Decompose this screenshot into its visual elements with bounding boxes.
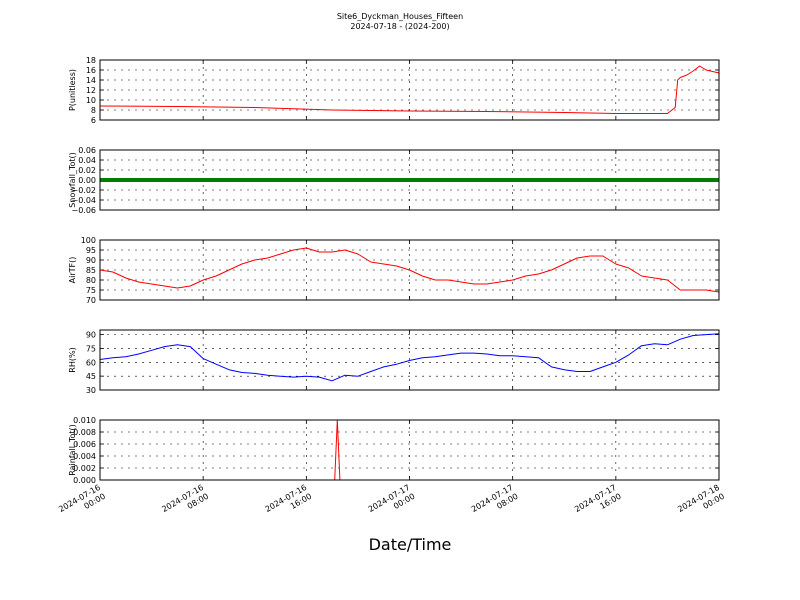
y-tick-label: −0.06 [71,206,96,215]
y-tick-label: 6 [91,116,96,125]
y-tick-label: 70 [86,296,96,305]
y-tick-label: 90 [86,331,96,340]
chart-title: Site6_Dyckman_Houses_Fifteen [337,12,463,21]
y-axis-label: AirTF() [68,257,77,284]
y-tick-label: 8 [91,106,96,115]
y-tick-label: 10 [86,96,96,105]
y-tick-label: 0.02 [78,166,96,175]
x-axis-label: Date/Time [369,535,452,554]
y-tick-label: −0.04 [71,196,96,205]
panel-frame [99,149,720,211]
x-tick-label: 2024-07-1700:00 [367,483,417,523]
y-tick-label: 18 [86,56,96,65]
y-tick-label: 0.04 [78,156,96,165]
y-tick-label: 0.06 [78,146,96,155]
y-tick-label: 0.004 [73,452,96,461]
panel-4: 30 45 60 75 90 RH(%) [68,329,720,395]
y-tick-label: 30 [86,386,96,395]
panels-group: 681012141618P(unitless)−0.06−0.04−0.020.… [68,56,720,485]
panel-frame [99,419,720,481]
series-line [99,65,720,114]
y-tick-label: 75 [86,286,96,295]
x-tick-label: 2024-07-1800:00 [676,483,726,523]
y-tick-label: 75 [86,344,96,353]
y-tick-label: 0.010 [73,416,96,425]
y-tick-label: 0.00 [78,176,96,185]
x-tick-label: 2024-07-1616:00 [264,483,314,523]
y-axis-label: RH(%) [68,347,77,372]
panel-frame [99,239,720,301]
y-tick-label: −0.02 [71,186,96,195]
panel-frame [99,329,720,391]
y-tick-label: 80 [86,276,96,285]
series-line [99,247,720,293]
y-axis-label: Rainfall_Tot() [68,424,77,476]
y-tick-label: 12 [86,86,96,95]
y-tick-label: 0.000 [73,476,96,485]
y-tick-label: 45 [86,372,96,381]
y-tick-label: 16 [86,66,96,75]
panel-5: 0.000 0.002 0.004 0.006 0.008 0.010Rainfall_T… [68,416,720,485]
x-tick-label: 2024-07-1608:00 [160,483,210,523]
y-tick-label: 60 [86,358,96,367]
y-tick-label: 85 [86,266,96,275]
y-axis-label: Snowfall_Tot() [68,152,77,208]
x-tick-label: 2024-07-1600:00 [57,483,107,523]
y-tick-label: 14 [86,76,96,85]
y-tick-label: 100 [81,236,96,245]
panel-2: −0.06−0.04−0.020.000.020.040.06Snowfall_… [68,146,720,215]
y-tick-label: 0.002 [73,464,96,473]
series-line [99,333,720,382]
panel-frame [99,59,720,121]
y-tick-label: 90 [86,256,96,265]
y-tick-label: 0.006 [73,440,96,449]
y-tick-label: 95 [86,246,96,255]
x-tick-labels: 2024-07-1600:00 2024-07-1608:00 2024-07-16… [57,483,726,523]
chart-subtitle: 2024-07-18 - (2024-200) [350,22,449,31]
x-tick-label: 2024-07-1708:00 [470,483,520,523]
y-tick-label: 0.008 [73,428,96,437]
y-axis-label: P(unitless) [68,69,77,111]
x-tick-label: 2024-07-1716:00 [573,483,623,523]
